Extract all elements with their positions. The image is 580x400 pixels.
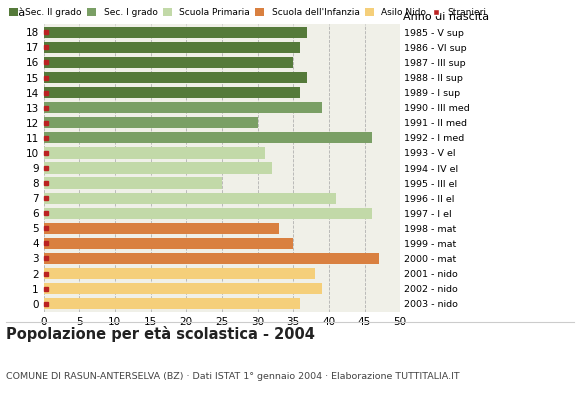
Bar — [44, 238, 293, 249]
Bar — [44, 223, 279, 234]
Bar — [44, 298, 300, 309]
Bar — [44, 283, 322, 294]
Text: COMUNE DI RASUN-ANTERSELVA (BZ) · Dati ISTAT 1° gennaio 2004 · Elaborazione TUTT: COMUNE DI RASUN-ANTERSELVA (BZ) · Dati I… — [6, 372, 459, 381]
Bar — [44, 57, 293, 68]
Bar — [44, 268, 314, 279]
Legend: Sec. II grado, Sec. I grado, Scuola Primaria, Scuola dell'Infanzia, Asilo Nido, : Sec. II grado, Sec. I grado, Scuola Prim… — [8, 6, 488, 19]
Bar — [44, 87, 300, 98]
Text: Popolazione per età scolastica - 2004: Popolazione per età scolastica - 2004 — [6, 326, 315, 342]
Bar — [44, 178, 222, 189]
Text: Anno di nascita: Anno di nascita — [403, 12, 489, 22]
Bar — [44, 208, 372, 219]
Bar — [44, 117, 258, 128]
Bar — [44, 42, 300, 53]
Bar — [44, 72, 307, 83]
Bar — [44, 253, 379, 264]
Bar — [44, 132, 372, 144]
Bar — [44, 162, 272, 174]
Bar — [44, 147, 264, 158]
Text: Età: Età — [8, 8, 26, 18]
Bar — [44, 102, 322, 113]
Bar — [44, 192, 336, 204]
Bar — [44, 27, 307, 38]
